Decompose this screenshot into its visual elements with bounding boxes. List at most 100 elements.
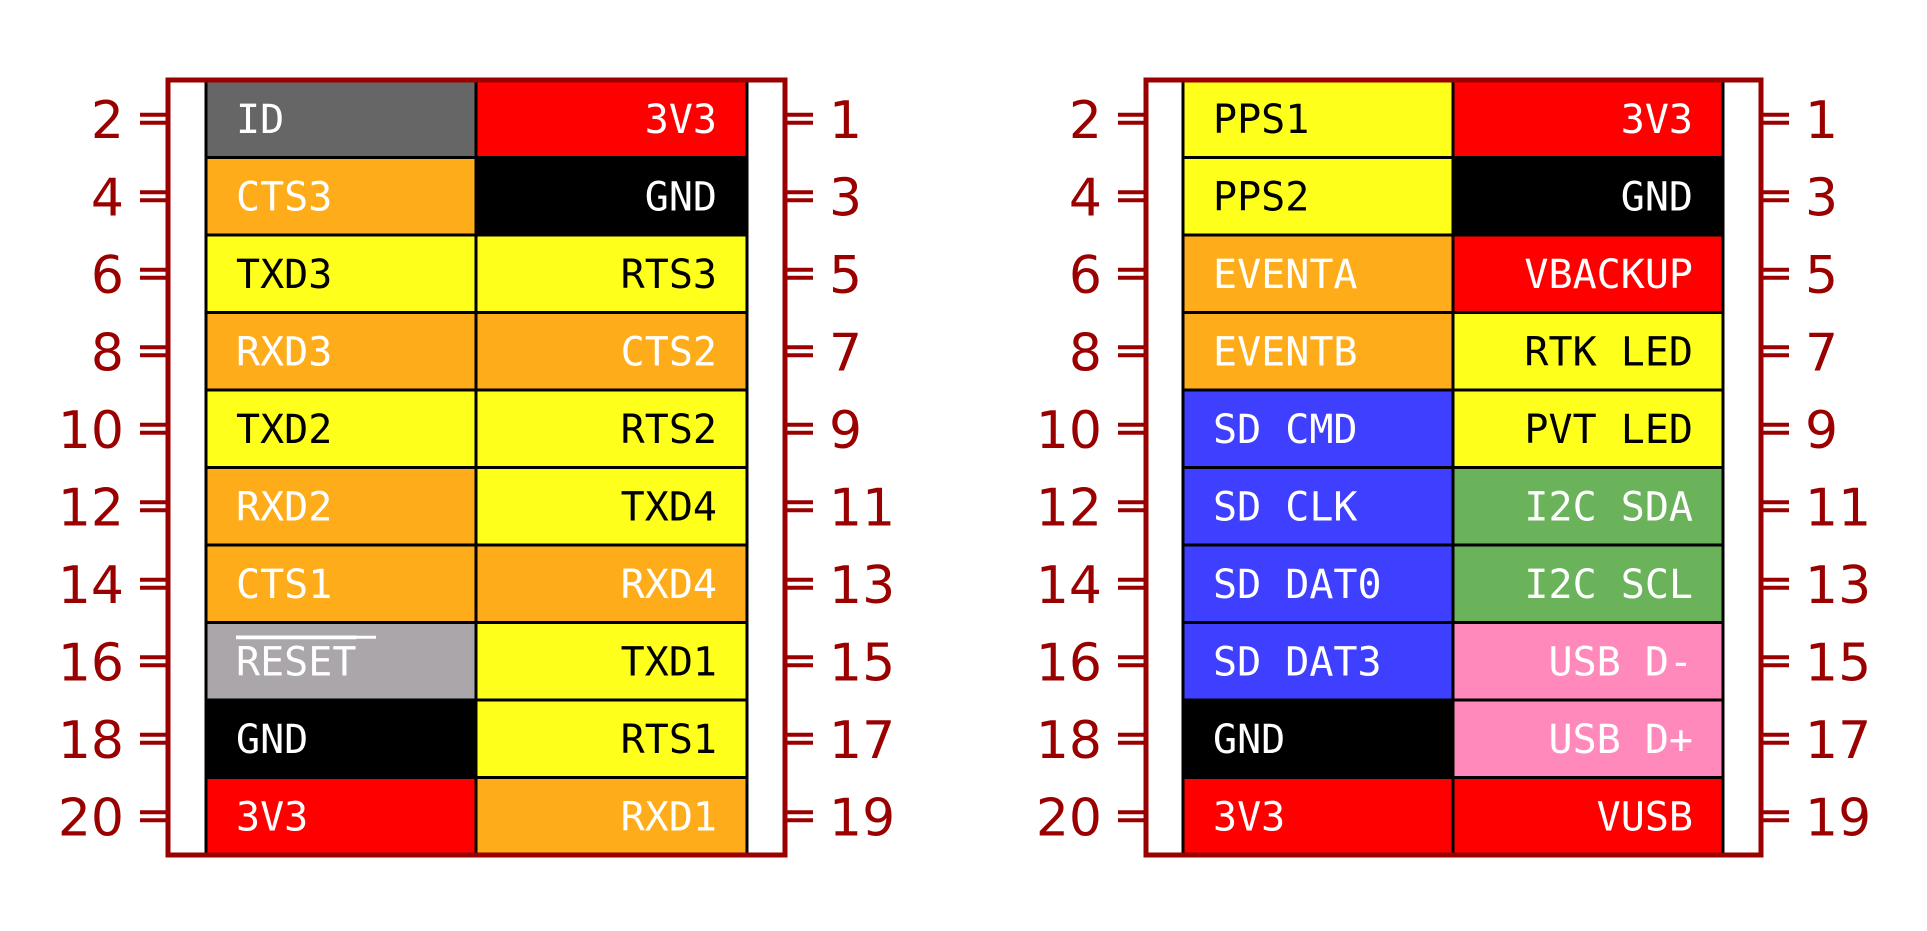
pin-number-15: 15	[829, 633, 895, 693]
pin-label-18: GND	[236, 717, 308, 763]
pin-cell-17	[1453, 700, 1723, 778]
pin-cell-10	[1183, 390, 1453, 468]
pin-number-11: 11	[829, 478, 895, 538]
pin-row: CTS3 GND 4 3	[91, 156, 862, 235]
pin-cell-4	[206, 157, 476, 235]
pin-number-4: 4	[91, 168, 124, 228]
pin-label-12: SD CLK	[1213, 484, 1358, 530]
pin-cell-14	[1183, 545, 1453, 623]
pin-number-1: 1	[1805, 91, 1838, 151]
pin-label-9: PVT LED	[1524, 407, 1693, 453]
pin-label-9: RTS2	[621, 407, 717, 453]
pin-number-7: 7	[1805, 323, 1838, 383]
pin-number-11: 11	[1805, 478, 1871, 538]
pin-cell-3	[476, 157, 747, 235]
pin-label-5: VBACKUP	[1524, 252, 1693, 298]
connector-right: PPS1 3V3 2 1 PPS2 GND 4 3 EVENTA VBACKUP 6 5 EVENTB R…	[1036, 77, 1871, 858]
pin-cell-8	[1183, 312, 1453, 390]
pin-label-17: RTS1	[621, 717, 717, 763]
pin-number-6: 6	[91, 246, 124, 306]
pin-number-17: 17	[829, 711, 895, 771]
pin-cell-19	[476, 777, 747, 855]
pin-number-8: 8	[91, 323, 124, 383]
pin-label-16: RESET	[236, 639, 356, 685]
pin-label-4: PPS2	[1213, 174, 1309, 220]
pin-cell-18	[1183, 700, 1453, 778]
pin-label-4: CTS3	[236, 174, 332, 220]
pin-number-15: 15	[1805, 633, 1871, 693]
pin-number-16: 16	[58, 633, 124, 693]
pin-row: SD CMD PVT LED 10 9	[1036, 388, 1838, 468]
pin-cell-16	[206, 622, 476, 700]
pin-number-5: 5	[829, 246, 862, 306]
pin-number-12: 12	[58, 478, 124, 538]
pin-cell-2	[1183, 80, 1453, 158]
pin-number-14: 14	[58, 556, 124, 616]
pin-number-5: 5	[1805, 246, 1838, 306]
pin-label-3: GND	[645, 174, 717, 220]
pin-label-2: PPS1	[1213, 97, 1309, 143]
pin-row: EVENTB RTK LED 8 7	[1069, 311, 1838, 390]
pin-cell-9	[1453, 390, 1723, 468]
pin-cell-6	[206, 235, 476, 313]
pin-cell-3	[1453, 157, 1723, 235]
pin-number-3: 3	[1805, 168, 1838, 228]
pin-label-20: 3V3	[1213, 794, 1285, 840]
pin-cell-20	[1183, 777, 1453, 855]
pin-label-14: CTS1	[236, 562, 332, 608]
pin-cell-10	[206, 390, 476, 468]
pin-number-6: 6	[1069, 246, 1102, 306]
pin-number-17: 17	[1805, 711, 1871, 771]
pin-label-11: I2C SDA	[1524, 484, 1693, 530]
pin-label-17: USB D+	[1549, 717, 1694, 763]
pin-cell-12	[1183, 467, 1453, 545]
pin-number-10: 10	[1036, 401, 1102, 461]
pin-row: PPS2 GND 4 3	[1069, 156, 1838, 235]
pin-number-20: 20	[58, 788, 124, 848]
pin-number-1: 1	[829, 91, 862, 151]
pin-number-14: 14	[1036, 556, 1102, 616]
pin-label-2: ID	[236, 97, 284, 143]
header-outline	[1143, 77, 1764, 858]
pin-number-8: 8	[1069, 323, 1102, 383]
pin-row: SD CLK I2C SDA 12 11	[1036, 466, 1871, 545]
pin-row: EVENTA VBACKUP 6 5	[1069, 233, 1838, 313]
pin-cell-1	[1453, 80, 1723, 158]
pin-cell-7	[1453, 312, 1723, 390]
pin-cell-13	[1453, 545, 1723, 623]
pin-row: GND RTS1 18 17	[58, 698, 895, 778]
pin-number-3: 3	[829, 168, 862, 228]
pin-cell-1	[476, 80, 747, 158]
pin-cell-6	[1183, 235, 1453, 313]
pin-label-20: 3V3	[236, 794, 308, 840]
pin-row: ID 3V3 2 1	[91, 80, 862, 158]
pin-label-1: 3V3	[1621, 97, 1693, 143]
pin-label-5: RTS3	[621, 252, 717, 298]
pin-cell-15	[476, 622, 747, 700]
pin-number-10: 10	[58, 401, 124, 461]
pin-label-8: RXD3	[236, 329, 332, 375]
pin-cell-8	[206, 312, 476, 390]
pin-label-11: TXD4	[621, 484, 717, 530]
pin-number-9: 9	[1805, 401, 1838, 461]
pin-number-4: 4	[1069, 168, 1102, 228]
pin-label-10: TXD2	[236, 407, 332, 453]
pin-cell-15	[1453, 622, 1723, 700]
pin-label-10: SD CMD	[1213, 407, 1358, 453]
pin-label-1: 3V3	[645, 97, 717, 143]
pin-number-2: 2	[91, 91, 124, 151]
pin-row: SD DAT3 USB D- 16 15	[1036, 621, 1871, 700]
pin-cell-2	[206, 80, 476, 158]
pin-number-20: 20	[1036, 788, 1102, 848]
pin-row: PPS1 3V3 2 1	[1069, 80, 1838, 158]
pin-number-18: 18	[58, 711, 124, 771]
pin-label-7: CTS2	[621, 329, 717, 375]
pin-row: RESET TXD1 16 15	[58, 621, 895, 700]
pin-cell-20	[206, 777, 476, 855]
pin-number-13: 13	[829, 556, 895, 616]
pin-label-16: SD DAT3	[1213, 639, 1382, 685]
pin-number-9: 9	[829, 401, 862, 461]
header-outline	[165, 77, 788, 858]
pin-label-13: I2C SCL	[1524, 562, 1693, 608]
